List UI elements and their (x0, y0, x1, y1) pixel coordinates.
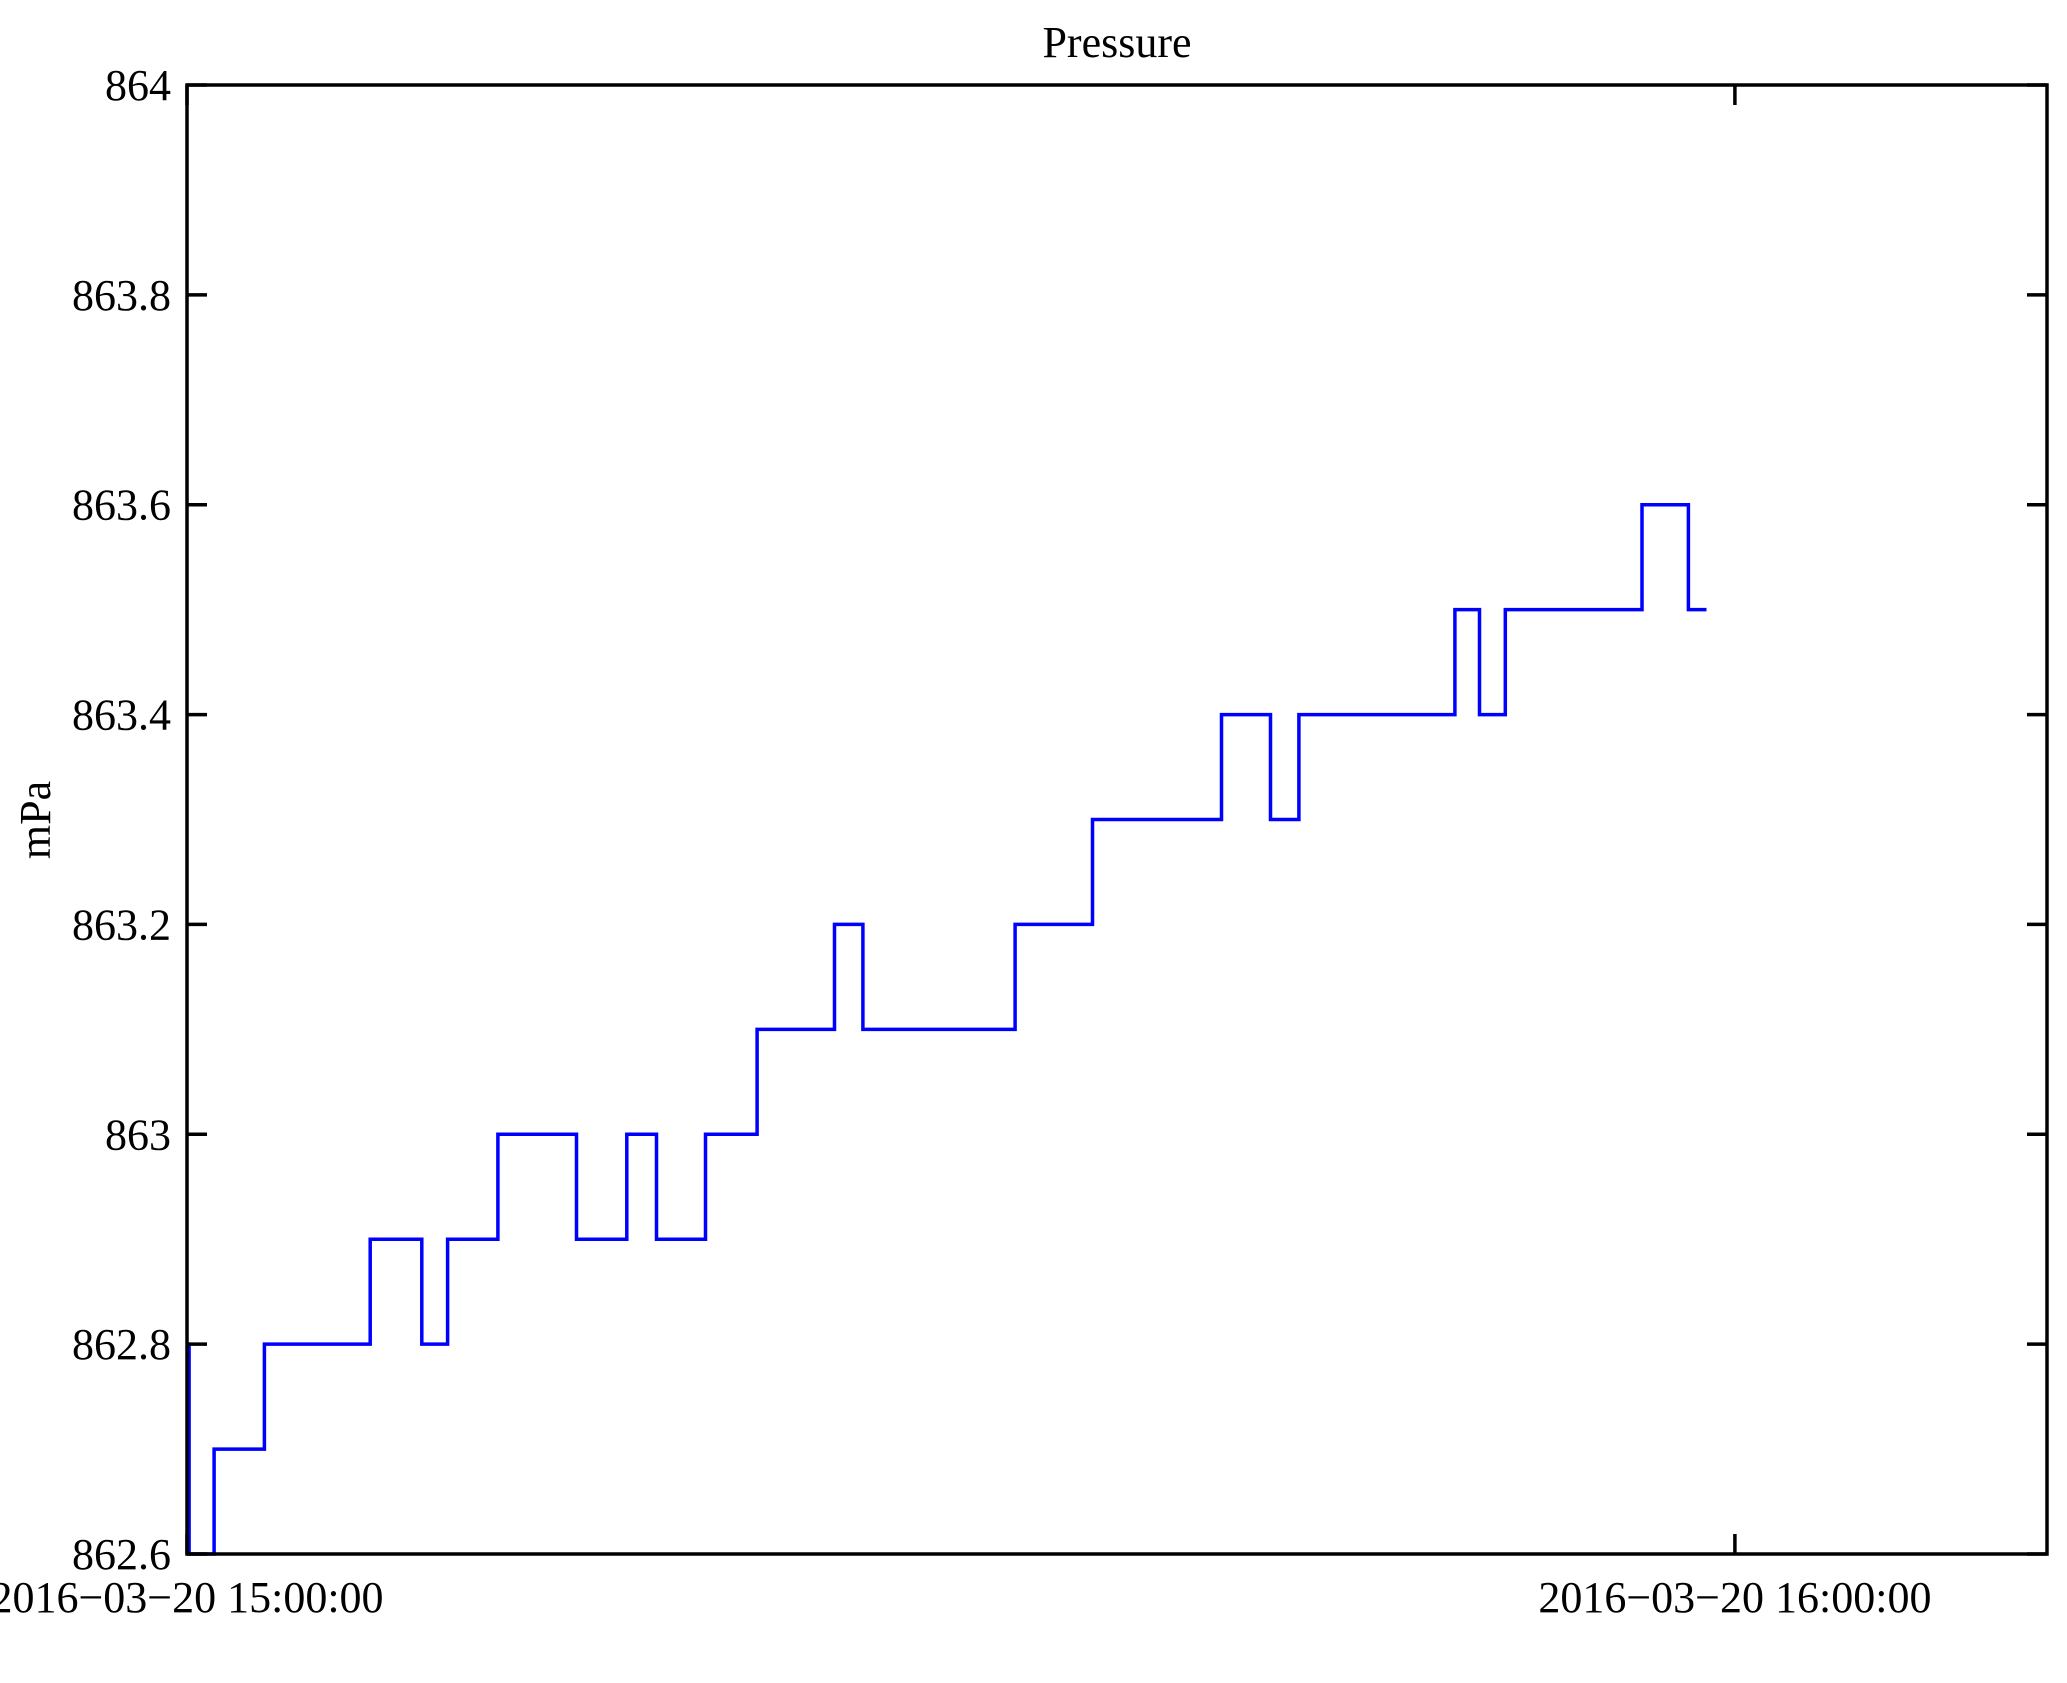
y-tick-label: 863.8 (72, 271, 171, 320)
x-tick-label: 2016−03−20 15:00:00 (0, 1573, 384, 1622)
y-tick-label: 862.8 (72, 1320, 171, 1369)
y-tick-label: 863.4 (72, 691, 171, 740)
y-tick-label: 863.6 (72, 481, 171, 530)
chart-title: Pressure (1042, 18, 1191, 67)
y-tick-label: 863.2 (72, 900, 171, 949)
axes-box (185, 83, 2049, 1556)
y-tick-label: 862.6 (72, 1530, 171, 1579)
pressure-series-line (187, 502, 1707, 1556)
x-tick-label: 2016−03−20 16:00:00 (1538, 1573, 1931, 1622)
y-tick-label: 863 (105, 1110, 171, 1159)
y-axis-label: mPa (11, 781, 60, 859)
y-tick-label: 864 (105, 61, 171, 110)
